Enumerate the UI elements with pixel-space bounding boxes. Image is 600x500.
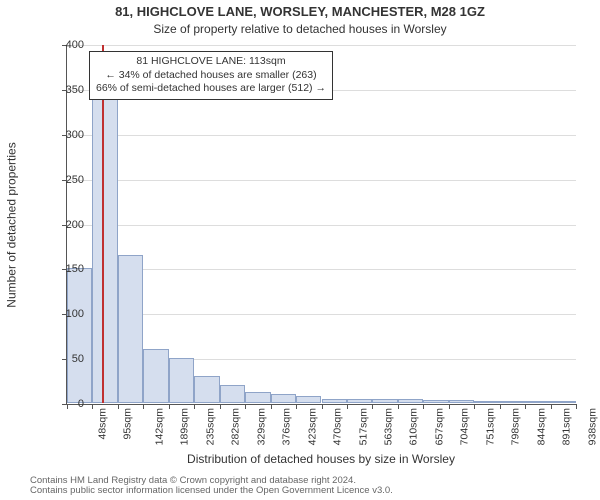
histogram-bar (500, 401, 525, 403)
x-tick-mark (194, 404, 195, 409)
gridline (67, 135, 576, 136)
attribution: Contains HM Land Registry data © Crown c… (30, 476, 590, 497)
histogram-bar (525, 401, 550, 403)
histogram-bar (551, 401, 576, 403)
histogram-bar (194, 376, 219, 403)
annotation-line: 81 HIGHCLOVE LANE: 113sqm (96, 55, 326, 69)
x-tick-label: 189sqm (179, 408, 191, 445)
gridline (67, 180, 576, 181)
annotation-line: 66% of semi-detached houses are larger (… (96, 82, 326, 96)
gridline (67, 45, 576, 46)
x-tick-label: 142sqm (153, 408, 165, 445)
chart-container: 81, HIGHCLOVE LANE, WORSLEY, MANCHESTER,… (0, 0, 600, 500)
x-tick-mark (92, 404, 93, 409)
histogram-bar (296, 396, 321, 403)
histogram-bar (220, 385, 245, 403)
x-tick-label: 48sqm (97, 408, 109, 440)
y-tick-label: 0 (44, 398, 84, 410)
x-tick-mark (449, 404, 450, 409)
histogram-bar (322, 399, 347, 403)
histogram-bar (449, 400, 474, 403)
histogram-bar (271, 394, 296, 403)
x-tick-label: 563sqm (382, 408, 394, 445)
x-tick-label: 282sqm (230, 408, 242, 445)
histogram-bar (67, 268, 92, 403)
histogram-bar (347, 399, 372, 403)
gridline (67, 269, 576, 270)
x-tick-mark (296, 404, 297, 409)
x-axis-label: Distribution of detached houses by size … (66, 452, 576, 466)
y-tick-label: 200 (44, 219, 84, 231)
x-tick-mark (245, 404, 246, 409)
x-tick-label: 798sqm (510, 408, 522, 445)
y-tick-label: 400 (44, 39, 84, 51)
gridline (67, 314, 576, 315)
y-tick-label: 100 (44, 308, 84, 320)
histogram-bar (169, 358, 194, 403)
x-tick-label: 329sqm (255, 408, 267, 445)
chart-plot-area: 48sqm95sqm142sqm189sqm235sqm282sqm329sqm… (66, 45, 576, 405)
x-tick-mark (169, 404, 170, 409)
histogram-bar (143, 349, 168, 403)
gridline (67, 225, 576, 226)
attribution-line: Contains public sector information licen… (30, 486, 590, 496)
x-tick-label: 657sqm (433, 408, 445, 445)
y-axis-label: Number of detached properties (4, 45, 20, 405)
x-tick-label: 938sqm (586, 408, 598, 445)
x-tick-label: 376sqm (281, 408, 293, 445)
y-tick-label: 250 (44, 174, 84, 186)
x-tick-label: 235sqm (204, 408, 216, 445)
title-sub: Size of property relative to detached ho… (0, 22, 600, 36)
histogram-bar (398, 399, 423, 403)
x-tick-mark (398, 404, 399, 409)
x-tick-mark (500, 404, 501, 409)
y-tick-label: 300 (44, 129, 84, 141)
histogram-bar (245, 392, 270, 403)
x-tick-mark (474, 404, 475, 409)
annotation-line: ← 34% of detached houses are smaller (26… (96, 69, 326, 83)
x-tick-mark (525, 404, 526, 409)
x-tick-mark (220, 404, 221, 409)
x-tick-mark (143, 404, 144, 409)
histogram-bar (423, 400, 448, 403)
x-tick-label: 844sqm (535, 408, 547, 445)
histogram-bar (118, 255, 143, 403)
x-tick-label: 517sqm (357, 408, 369, 445)
x-tick-label: 610sqm (408, 408, 420, 445)
y-tick-label: 50 (44, 353, 84, 365)
x-tick-label: 423sqm (306, 408, 318, 445)
x-tick-mark (347, 404, 348, 409)
y-axis-label-text: Number of detached properties (5, 142, 19, 307)
x-tick-mark (576, 404, 577, 409)
histogram-bar (92, 98, 117, 403)
x-tick-mark (322, 404, 323, 409)
x-tick-label: 751sqm (484, 408, 496, 445)
x-tick-mark (423, 404, 424, 409)
x-tick-label: 704sqm (459, 408, 471, 445)
x-tick-mark (271, 404, 272, 409)
x-tick-label: 891sqm (560, 408, 572, 445)
x-tick-label: 95sqm (122, 408, 134, 440)
x-tick-mark (551, 404, 552, 409)
title-main: 81, HIGHCLOVE LANE, WORSLEY, MANCHESTER,… (0, 4, 600, 19)
x-tick-mark (372, 404, 373, 409)
histogram-bar (372, 399, 397, 403)
histogram-bar (474, 401, 499, 403)
y-tick-label: 150 (44, 263, 84, 275)
annotation-box: 81 HIGHCLOVE LANE: 113sqm← 34% of detach… (89, 51, 333, 100)
x-tick-mark (118, 404, 119, 409)
x-tick-label: 470sqm (331, 408, 343, 445)
y-tick-label: 350 (44, 84, 84, 96)
